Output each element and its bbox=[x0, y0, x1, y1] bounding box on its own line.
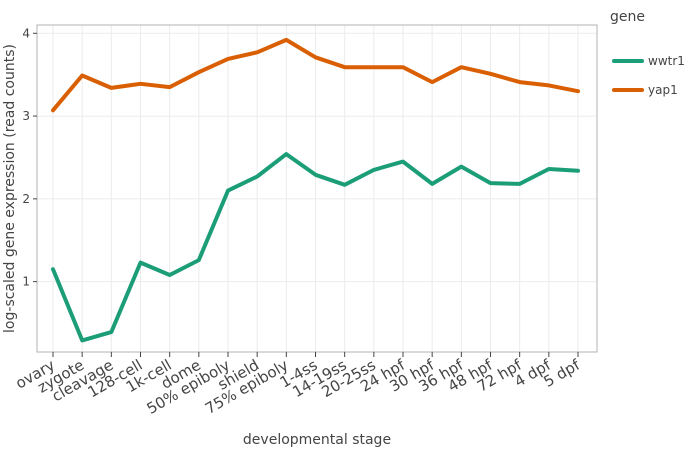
y-tick-label: 4 bbox=[22, 26, 30, 40]
grid bbox=[37, 25, 597, 352]
y-tick-label: 2 bbox=[22, 192, 30, 206]
plot-frame bbox=[36, 24, 598, 353]
x-axis: ovaryzygotecleavage128-cell1k-celldome50… bbox=[12, 352, 584, 418]
series-line-yap1 bbox=[51, 37, 580, 113]
y-axis-title: log-scaled gene expression (read counts) bbox=[2, 44, 18, 333]
y-axis: 1 2 3 4 bbox=[22, 26, 37, 289]
series-line-wwtr1 bbox=[51, 152, 580, 343]
legend: gene wwtr1 yap1 bbox=[610, 9, 685, 97]
legend-title: gene bbox=[610, 9, 645, 25]
x-axis-title: developmental stage bbox=[243, 432, 391, 448]
legend-label-yap1: yap1 bbox=[648, 83, 678, 97]
series-lines bbox=[51, 37, 580, 343]
y-tick-label: 1 bbox=[22, 275, 30, 289]
legend-label-wwtr1: wwtr1 bbox=[648, 54, 685, 68]
y-tick-label: 3 bbox=[22, 109, 30, 123]
